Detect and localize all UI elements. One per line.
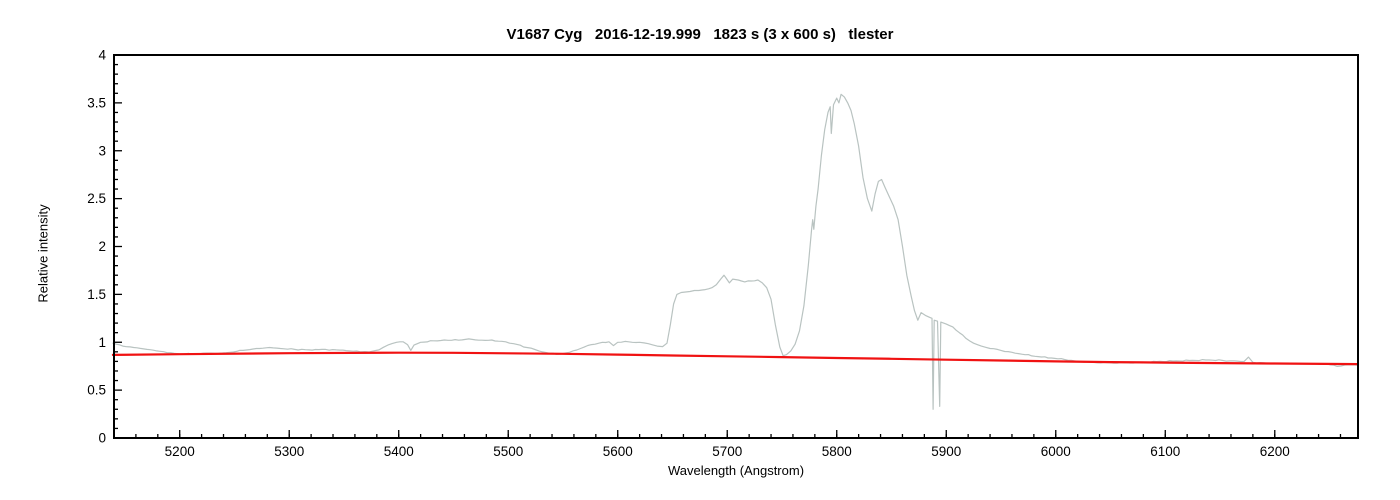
- y-tick-label: 3.5: [87, 95, 106, 110]
- y-tick-label: 2.5: [87, 191, 106, 206]
- y-tick-label: 1: [98, 335, 106, 350]
- x-tick-label: 5300: [274, 444, 304, 459]
- x-tick-label: 5700: [712, 444, 742, 459]
- y-tick-label: 1.5: [87, 287, 106, 302]
- plot-frame: [113, 54, 1359, 439]
- x-tick-label: 6200: [1260, 444, 1290, 459]
- x-tick-label: 5800: [822, 444, 852, 459]
- x-tick-label: 6100: [1150, 444, 1180, 459]
- y-tick-label: 0.5: [87, 383, 106, 398]
- x-tick-label: 6000: [1041, 444, 1071, 459]
- x-tick-label: 5900: [931, 444, 961, 459]
- x-tick-label: 5400: [384, 444, 414, 459]
- y-tick-label: 3: [98, 143, 106, 158]
- x-axis-title: Wavelength (Angstrom): [667, 463, 805, 478]
- continuum-fit-line: [111, 351, 1360, 366]
- x-tick-label: 5200: [165, 444, 195, 459]
- x-tick-label: 5600: [603, 444, 633, 459]
- chart-title: V1687 Cyg 2016-12-19.999 1823 s (3 x 600…: [506, 26, 894, 43]
- y-tick-label: 4: [98, 48, 106, 63]
- x-tick-label: 5500: [493, 444, 523, 459]
- y-tick-label: 2: [98, 239, 106, 254]
- y-tick-label: 0: [98, 431, 106, 446]
- y-axis-title: Relative intensity: [35, 204, 51, 303]
